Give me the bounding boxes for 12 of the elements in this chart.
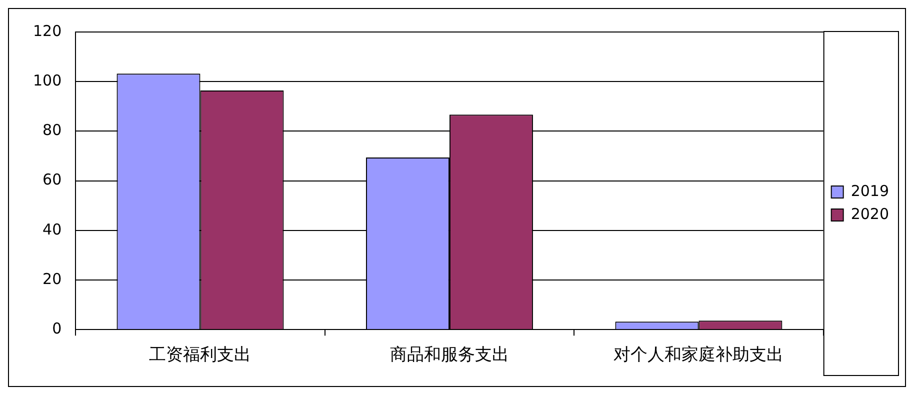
y-tick-label: 0	[52, 319, 62, 338]
legend-label: 2019	[850, 182, 890, 200]
x-tick-label: 工资福利支出	[149, 345, 252, 366]
y-tick-label: 120	[32, 22, 62, 40]
y-tick-label: 60	[42, 170, 62, 189]
x-tick-label: 对个人和家庭补助支出	[614, 345, 784, 366]
x-tick-label: 商品和服务支出	[390, 345, 509, 366]
legend-label: 2020	[850, 204, 890, 223]
y-tick-label: 20	[42, 270, 62, 288]
y-tick-label: 80	[42, 121, 62, 140]
y-tick-label: 100	[32, 71, 62, 90]
y-tick-label: 40	[42, 220, 62, 238]
